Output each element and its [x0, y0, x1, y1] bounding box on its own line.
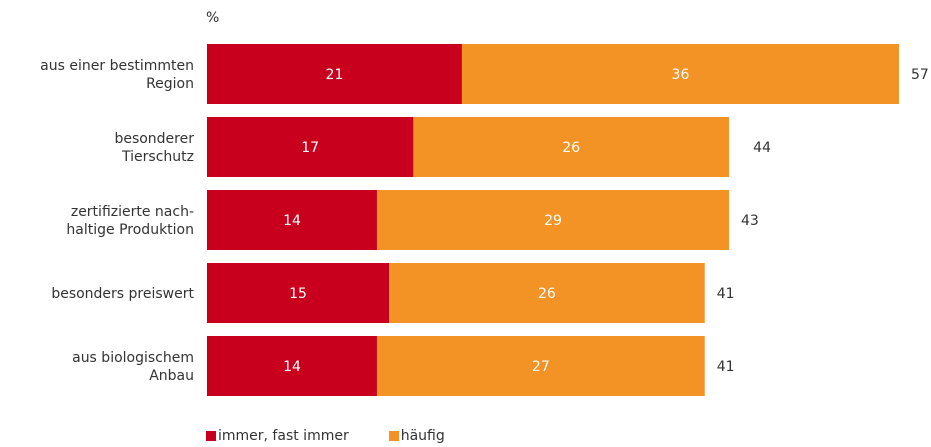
legend-swatch-haeufig [388, 431, 399, 441]
unit-label: % [206, 10, 220, 26]
data-label: 14 [283, 213, 301, 229]
total-label: 43 [741, 213, 759, 229]
category-label: besonderer Tierschutz [114, 131, 194, 165]
data-label: 36 [672, 67, 690, 83]
data-label: 15 [289, 286, 307, 302]
data-label: 17 [301, 140, 319, 156]
total-label: 41 [717, 359, 735, 375]
bar-segment-haeufig [389, 263, 705, 323]
total-label: 41 [717, 286, 735, 302]
bar-segment-haeufig [413, 117, 730, 177]
category-label-line: Anbau [149, 368, 194, 384]
category-label-line: Region [146, 76, 194, 92]
data-label: 26 [538, 286, 556, 302]
category-label-line: zertifizierte nach- [71, 204, 194, 220]
category-label-line: haltige Produktion [66, 222, 194, 238]
category-label-line: aus biologischem [72, 350, 194, 366]
category-label-line: besonderer [114, 131, 194, 147]
bar-segment-haeufig [376, 336, 705, 396]
total-label: 44 [753, 140, 771, 156]
legend-swatch-immer [206, 431, 216, 441]
bar-segment-immer [207, 190, 377, 250]
bar-segment-immer [207, 44, 462, 104]
bar-segment-haeufig [461, 44, 899, 104]
bar-segment-immer [207, 336, 377, 396]
category-label: besonders preiswert [51, 286, 194, 302]
category-label-line: besonders preiswert [51, 286, 194, 302]
bar-chart-svg: aus einer bestimmten Region 21 36 57 besonder… [40, 44, 929, 396]
total-label: 57 [911, 67, 929, 83]
legend-label-haeufig: häufig [400, 428, 445, 444]
legend-label-immer: immer, fast immer [218, 428, 349, 444]
legend-item-immer: immer, fast immer [206, 428, 349, 444]
data-label: 14 [283, 359, 301, 375]
bar-segment-immer [207, 263, 390, 323]
category-label: aus biologischem Anbau [72, 350, 194, 384]
category-label-line: aus einer bestimmten [40, 58, 194, 74]
category-label-line: Tierschutz [121, 149, 194, 165]
legend-item-haeufig: häufig [388, 428, 445, 444]
bar-segment-immer [207, 117, 414, 177]
bar-segment-haeufig [376, 190, 730, 250]
category-label: zertifizierte nach-haltige Produktion [66, 204, 194, 238]
category-label: aus einer bestimmten Region [40, 58, 194, 92]
data-label: 27 [532, 359, 550, 375]
data-label: 21 [326, 67, 344, 83]
data-label: 26 [562, 140, 580, 156]
data-label: 29 [544, 213, 562, 229]
legend: immer, fast immer häufig [206, 428, 485, 444]
